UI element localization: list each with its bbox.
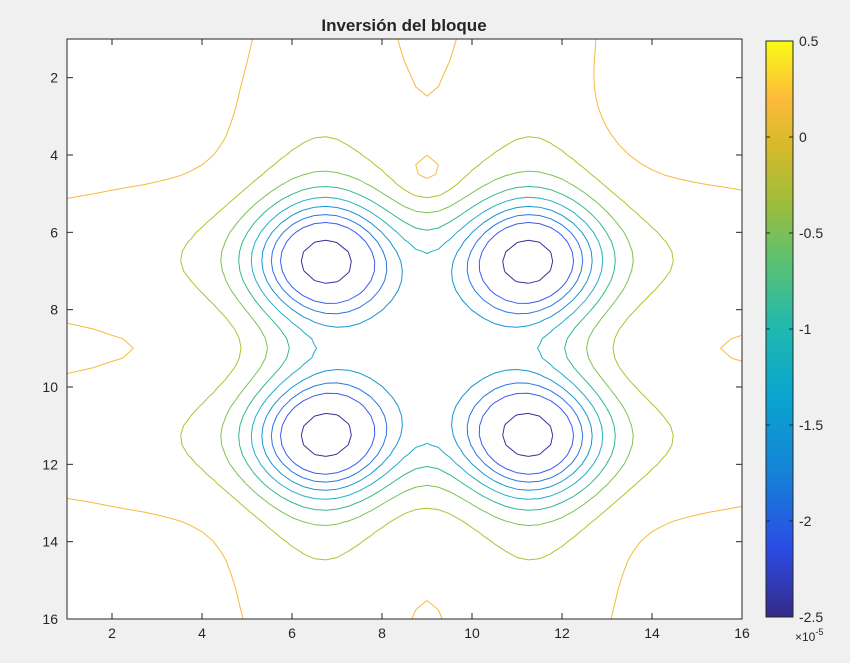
- contour-level-8: [280, 221, 574, 475]
- contour-level-4: [238, 186, 616, 511]
- x-tick-label: 8: [378, 625, 386, 641]
- y-tick-label: 10: [42, 379, 58, 395]
- x-tick-label: 10: [464, 625, 480, 641]
- x-tick-label: 2: [108, 625, 116, 641]
- colorbar-ticks: 0.5 0 -0.5 -1 -1.5 -2 -2.5: [766, 33, 823, 625]
- colorbar-exponent-base: ×10: [795, 630, 816, 644]
- contour-lines: [66, 38, 743, 620]
- colorbar-tick-label: 0.5: [799, 33, 819, 49]
- contour-level-5: [250, 196, 604, 500]
- colorbar-tick-label: 0: [799, 129, 807, 145]
- colorbar-tick-label: -1: [799, 321, 812, 337]
- y-tick-label: 12: [42, 456, 58, 472]
- colorbar: 0.5 0 -0.5 -1 -1.5 -2 -2.5 ×10-5: [765, 33, 823, 644]
- contour-level-3: [220, 170, 634, 526]
- y-axis-ticks: 2 4 6 8 10 12 14 16: [42, 70, 742, 627]
- colorbar-tick-label: -2: [799, 513, 812, 529]
- y-tick-label: 16: [42, 611, 58, 627]
- colorbar-gradient: [765, 40, 794, 618]
- contour-level-2: [180, 136, 674, 561]
- colorbar-exponent-power: -5: [815, 627, 823, 637]
- colorbar-tick-label: -0.5: [799, 225, 823, 241]
- y-tick-label: 4: [50, 147, 58, 163]
- y-tick-label: 6: [50, 224, 58, 240]
- axes-box: [66, 38, 743, 620]
- axes-background: [67, 39, 742, 619]
- x-tick-label: 4: [198, 625, 206, 641]
- x-tick-label: 16: [734, 625, 750, 641]
- x-tick-label: 12: [554, 625, 570, 641]
- contour-level-7: [270, 214, 584, 483]
- chart-title: Inversión del bloque: [321, 16, 486, 35]
- colorbar-exponent: ×10-5: [795, 627, 823, 644]
- colorbar-tick-label: -2.5: [799, 609, 823, 625]
- y-tick-label: 14: [42, 534, 58, 550]
- contour-level-9: [300, 239, 554, 457]
- y-tick-label: 8: [50, 302, 58, 318]
- y-tick-label: 2: [50, 70, 58, 86]
- contour-level-1: [66, 38, 743, 620]
- colorbar-tick-label: -1.5: [799, 417, 823, 433]
- contour-level-6: [261, 205, 593, 491]
- x-tick-label: 14: [644, 625, 660, 641]
- x-tick-label: 6: [288, 625, 296, 641]
- x-axis-ticks: 2 4 6 8 10 12 14 16: [108, 39, 750, 641]
- plot-area: 2 4 6 8 10 12 14 16 2 4 6 8 10 12 14 16: [42, 38, 750, 641]
